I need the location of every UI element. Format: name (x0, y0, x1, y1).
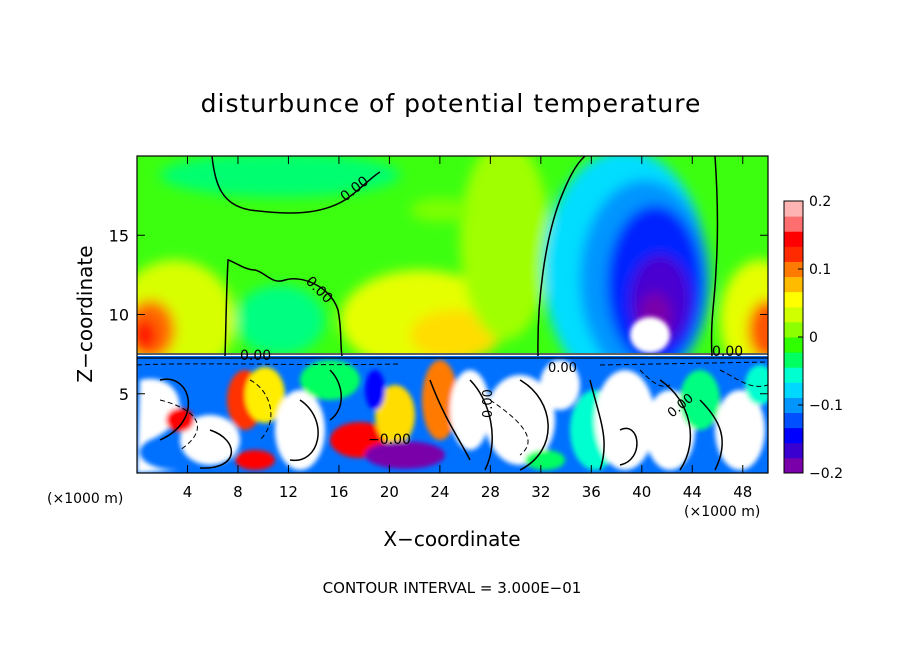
colorbar-swatch (784, 231, 803, 247)
contour-label: 0.00 (481, 389, 496, 418)
y-axis: 5 10 15 (109, 226, 768, 404)
x-tick-label: 12 (279, 483, 298, 501)
colorbar-swatch (784, 337, 803, 353)
colorbar-swatch (784, 306, 803, 323)
x-tick-label: 40 (632, 483, 651, 501)
colorbar-swatch (784, 276, 803, 293)
x-tick-label: 36 (582, 483, 601, 501)
colorbar-swatch (784, 246, 803, 262)
colorbar-swatch (784, 367, 803, 383)
x-tick-label: 28 (481, 483, 500, 501)
colorbar-swatch (784, 427, 803, 444)
chart-title: disturbunce of potential temperature (201, 89, 702, 118)
y-tick-label: 10 (109, 306, 129, 325)
x-axis: 4 8 12 16 20 24 28 32 36 40 44 48 (183, 156, 752, 501)
colorbar-swatch (784, 261, 803, 278)
colorbar-swatch (784, 216, 803, 232)
y-tick-label: 15 (109, 226, 129, 245)
y-axis-label: Z−coordinate (73, 245, 97, 382)
colorbar-swatch (784, 397, 803, 414)
colorbar-swatch (784, 291, 803, 308)
colorbar-swatch (784, 382, 803, 398)
contour-label: 0.00 (548, 361, 577, 376)
colorbar-swatch (784, 352, 803, 368)
colorbar-tick-label: 0.2 (809, 194, 831, 210)
colorbar-swatch (784, 201, 803, 217)
colorbar-swatch (784, 442, 803, 459)
colorbar-swatch (784, 412, 803, 429)
x-tick-label: 8 (233, 483, 243, 501)
x-tick-label: 32 (531, 483, 550, 501)
heatmap-field (137, 156, 768, 473)
contour-label: 0.00 (712, 344, 743, 360)
colorbar-tick-label: 0.1 (809, 262, 831, 278)
x-axis-label: X−coordinate (383, 527, 520, 551)
x-tick-label: 4 (183, 483, 193, 501)
colorbar-swatch (784, 321, 803, 338)
x-unit-left: (×1000 m) (47, 491, 123, 507)
colorbar-tick-label: 0 (809, 330, 818, 346)
contour-label: −0.00 (368, 432, 411, 448)
x-tick-label: 16 (329, 483, 348, 501)
x-tick-label: 44 (683, 483, 702, 501)
colorbar-swatch (784, 457, 803, 474)
x-tick-label: 24 (430, 483, 449, 501)
contour-interval: CONTOUR INTERVAL = 3.000E−01 (323, 579, 582, 597)
x-tick-label: 20 (380, 483, 399, 501)
colorbar-tick-label: −0.1 (809, 398, 843, 414)
contour-label: 0.00 (240, 348, 271, 364)
colorbar-tick-label: −0.2 (809, 466, 843, 482)
x-unit-right: (×1000 m) (684, 504, 760, 520)
x-tick-label: 48 (733, 483, 752, 501)
y-tick-label: 5 (119, 385, 129, 404)
colorbar: 0.2 0.1 0 −0.1 −0.2 (783, 194, 843, 482)
